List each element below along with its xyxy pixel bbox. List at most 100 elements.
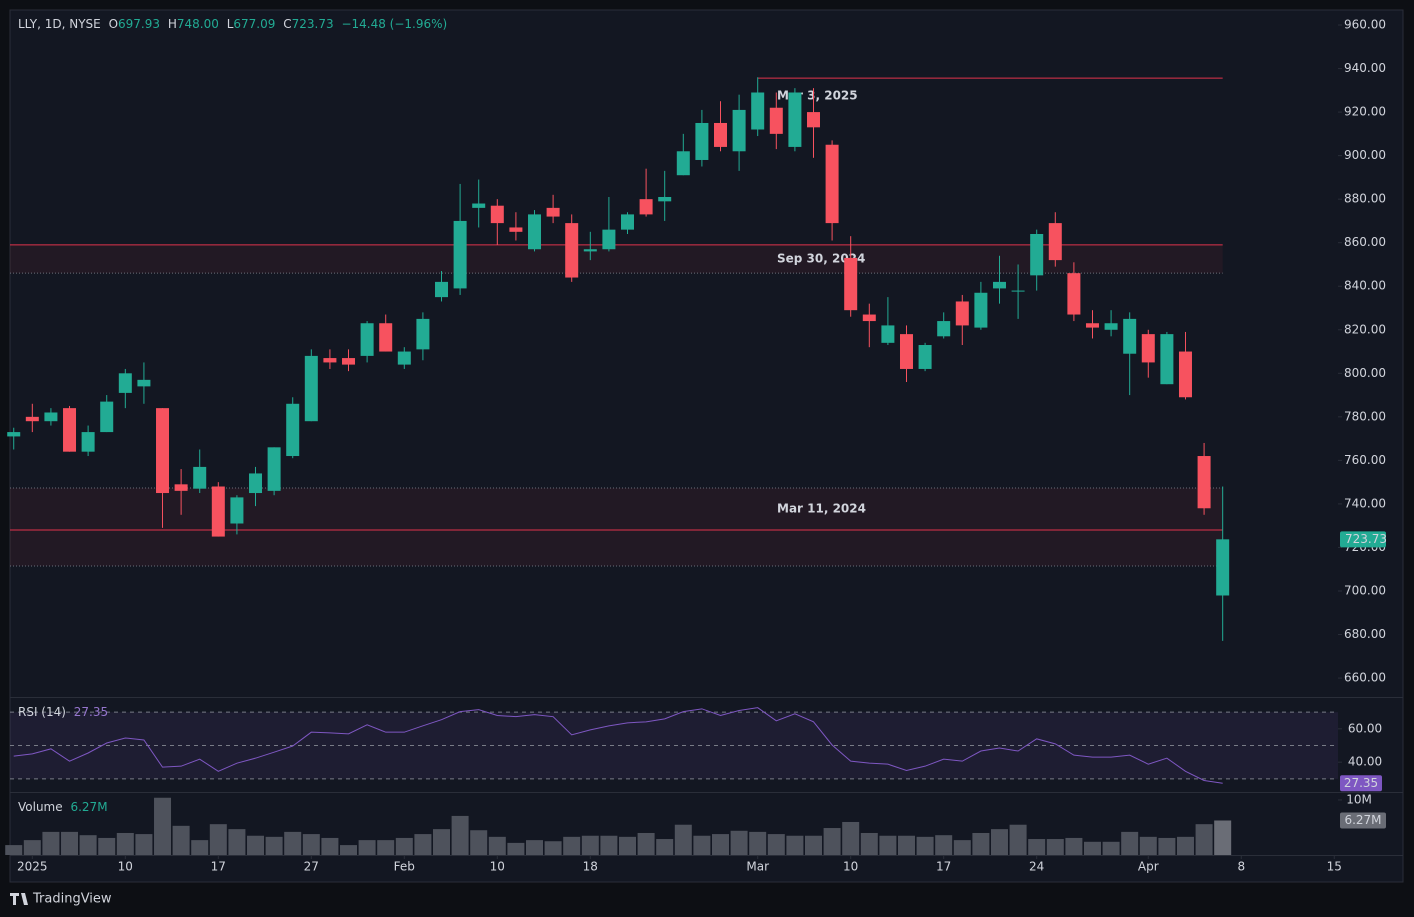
candle-body [955,301,969,326]
volume-bar [1009,824,1027,855]
volume-bar [1065,837,1083,855]
volume-bar [433,829,451,855]
candle-body [937,321,951,337]
change: −14.48 (−1.96%) [341,17,447,31]
volume-bar [228,829,246,855]
candle-body [174,484,188,491]
rsi-tick-label: 40.00 [1348,755,1382,769]
y-tick-label: 880.00 [1344,192,1386,206]
candle-body [918,345,932,369]
volume-bar [23,840,41,855]
candle-body [806,112,820,128]
volume-bar [823,828,841,855]
volume-bar [526,840,544,855]
plot: 660.00680.00700.00720.00740.00760.00780.… [5,18,1387,874]
volume-bar [990,829,1008,855]
candle-body [1067,273,1081,315]
volume-bar [860,832,878,855]
volume-tag-label: 6.27M [1344,813,1381,827]
volume-value: 6.27M [70,800,107,814]
volume-bar [302,834,320,855]
candle-body [249,473,263,494]
candle-body [44,412,58,422]
candle-body [509,227,523,232]
volume-bar [730,830,748,855]
volume-bar [897,835,915,855]
candle-body [118,373,132,393]
y-tick-label: 900.00 [1344,148,1386,162]
candle-body [230,497,244,524]
volume-bar [637,832,655,855]
volume-bar [395,837,413,855]
rsi-title: RSI (14) [18,705,66,719]
candle-body [899,334,913,369]
rsi-line [13,707,1223,784]
y-tick-label: 960.00 [1344,18,1386,32]
candle-body [25,416,39,422]
candle-body [974,292,988,328]
candle-body [1178,351,1192,398]
candle-body [992,281,1006,289]
candle-body [63,408,77,452]
y-tick-label: 940.00 [1344,61,1386,75]
volume-bar [972,832,990,855]
x-tick-label: 27 [304,860,319,874]
candle-body [81,432,95,452]
x-tick-label: 8 [1237,860,1245,874]
field-key: O [109,17,118,31]
zone [10,488,1223,566]
candle-body [1048,223,1062,261]
volume-bar [265,836,283,855]
x-tick-label: 17 [936,860,951,874]
candle-body [397,351,411,365]
candle-body [732,109,746,152]
volume-bar [42,831,60,855]
volume-bar [1214,820,1232,855]
candle-body [788,92,802,147]
x-tick-label: 10 [118,860,133,874]
volume-bar [544,841,562,855]
x-tick-label: 15 [1327,860,1342,874]
candle-body [156,408,170,494]
y-tick-label: 740.00 [1344,496,1386,510]
y-tick-label: 860.00 [1344,235,1386,249]
volume-bar [340,845,358,855]
volume-bar [1176,836,1194,855]
y-tick-label: 680.00 [1344,627,1386,641]
volume-bar [358,840,376,855]
volume-tag [1340,812,1386,829]
volume-bar [172,825,190,855]
candle-body [323,358,337,363]
x-tick-label: 24 [1029,860,1044,874]
candle-body [267,447,281,491]
y-tick-label: 700.00 [1344,583,1386,597]
candle-body [490,205,504,224]
volume-bar [1046,839,1064,855]
volume-bar [1139,836,1157,855]
volume-bar [191,840,209,855]
legend: LLY, 1D, NYSE O697.93 H748.00 L677.09 C7… [18,17,447,31]
candle-body [379,323,393,352]
volume-bar [61,831,79,855]
field-value: 677.09 [233,17,275,31]
field-value: 723.73 [292,17,334,31]
candle-body [211,486,225,537]
volume-bar [767,834,785,855]
volume-bar [600,835,618,855]
y-tick-label: 820.00 [1344,322,1386,336]
volume-bar [1158,837,1176,855]
candle-body [1123,318,1137,354]
field-value: 748.00 [177,17,219,31]
field-key: H [168,17,177,31]
candle-body [844,257,858,311]
candle-body [676,151,690,176]
x-tick-label: 10 [843,860,858,874]
volume-bar [507,842,525,855]
candle-body [825,144,839,224]
candle-body [1104,323,1118,330]
candle-body [360,323,374,356]
y-tick-label: 920.00 [1344,105,1386,119]
volume-bar [619,836,637,855]
x-tick-label: Apr [1138,860,1159,874]
